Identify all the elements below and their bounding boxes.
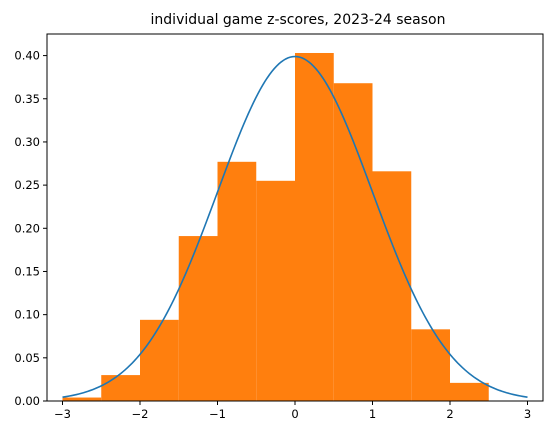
y-tick-label: 0.15 — [14, 264, 40, 278]
y-axis-ticks: 0.00 0.05 0.10 0.15 0.20 0.25 0.30 0.35 0.40 — [14, 49, 47, 408]
histogram-bar-1 — [101, 375, 140, 401]
histogram-bars — [62, 52, 489, 401]
x-tick-label: −1 — [209, 407, 226, 421]
y-tick-label: 0.25 — [14, 178, 40, 192]
y-tick-label: 0.05 — [14, 351, 40, 365]
x-axis-ticks: −3 −2 −1 0 1 2 3 — [54, 401, 531, 421]
y-tick-label: 0.20 — [14, 221, 40, 235]
histogram-bar-4 — [217, 161, 257, 401]
histogram-bar-10 — [450, 382, 489, 401]
x-tick-label: 3 — [524, 407, 531, 421]
histogram-bar-3 — [178, 236, 218, 401]
histogram-bar-2 — [140, 319, 179, 401]
histogram-bar-7 — [333, 83, 373, 401]
x-tick-label: −3 — [54, 407, 71, 421]
normal-curve-line — [62, 55, 528, 398]
histogram-bar-6 — [295, 52, 334, 401]
x-tick-label: 2 — [446, 407, 453, 421]
x-tick-label: −2 — [132, 407, 149, 421]
chart-title: individual game z-scores, 2023-24 season — [151, 12, 446, 28]
histogram-bar-5 — [256, 180, 295, 401]
y-tick-label: 0.00 — [14, 394, 40, 408]
y-tick-label: 0.40 — [14, 49, 40, 63]
x-tick-label: 0 — [291, 407, 298, 421]
histogram-bar-0 — [62, 397, 102, 401]
histogram-bar-9 — [411, 329, 450, 401]
x-tick-label: 1 — [369, 407, 376, 421]
y-tick-label: 0.35 — [14, 92, 40, 106]
y-tick-label: 0.30 — [14, 135, 40, 149]
y-tick-label: 0.10 — [14, 308, 40, 322]
